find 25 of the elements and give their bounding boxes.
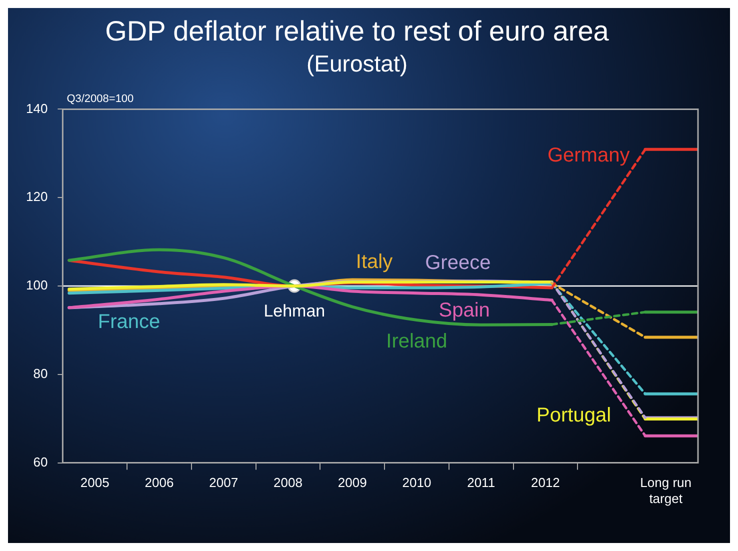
- series-label: Italy: [356, 251, 393, 274]
- x-tick-label: 2012: [530, 475, 560, 490]
- text: Portugal: [536, 404, 612, 426]
- y-tick-label: 60: [33, 454, 48, 470]
- y-tick-label: 140: [26, 100, 48, 116]
- series-label: France: [98, 310, 160, 333]
- x-tick-label: 2010: [402, 475, 432, 490]
- annotation: Lehman: [264, 302, 326, 321]
- series-label: Ireland: [386, 330, 448, 353]
- y-axis-title: Q3/2008=100: [66, 93, 134, 106]
- x-tick-label: 2008: [274, 475, 302, 490]
- x-tick-label: 2007: [209, 475, 238, 490]
- series-label: Greece: [425, 252, 491, 274]
- x-tick-label: 2009: [338, 475, 367, 490]
- chart-subtitle: (Eurostat): [306, 50, 408, 77]
- y-tick-label: 100: [26, 278, 48, 293]
- x-tick-label: 2005: [80, 475, 110, 490]
- text: Germany: [547, 144, 630, 167]
- series-label: Spain: [438, 299, 490, 322]
- y-tick-label: 120: [26, 189, 48, 204]
- y-tick-label: 80: [33, 366, 48, 381]
- x-tick-label: 2006: [144, 475, 174, 490]
- x-tick-label: Long run target: [640, 475, 692, 506]
- x-tick-label: 2011: [467, 475, 496, 490]
- chart-title: GDP deflator relative to rest of euro area: [105, 16, 610, 47]
